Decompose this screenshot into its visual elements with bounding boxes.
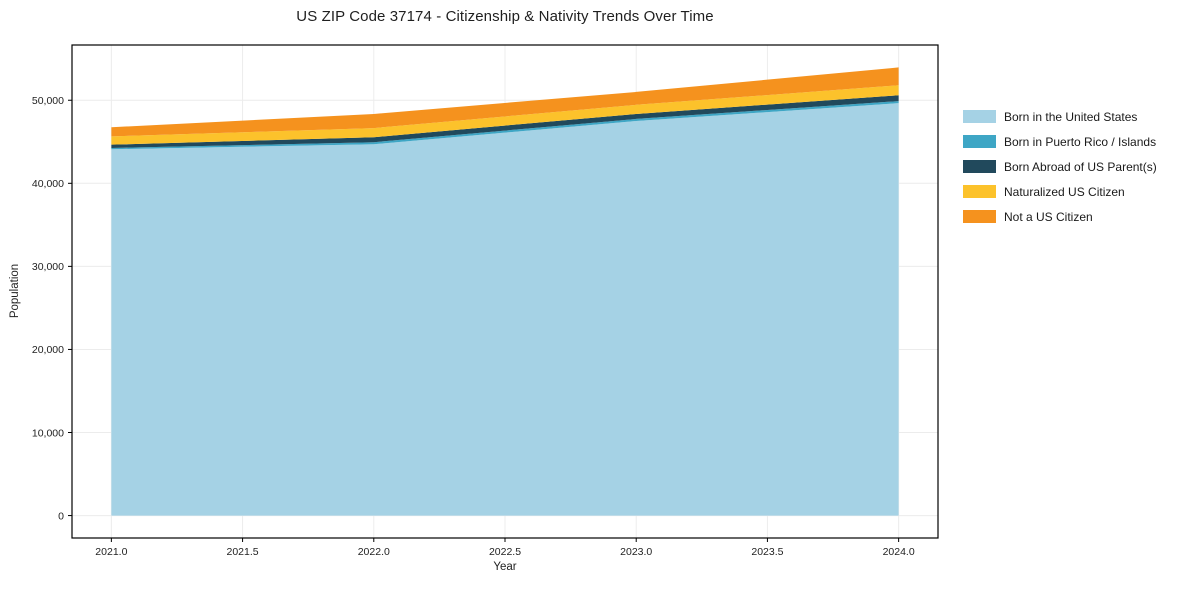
- y-tick-label: 30,000: [32, 261, 64, 273]
- y-tick-label: 20,000: [32, 344, 64, 356]
- x-axis-label: Year: [493, 561, 517, 573]
- legend: Born in the United States Born in Puerto …: [963, 110, 1157, 235]
- legend-swatch-icon: [963, 160, 996, 173]
- x-tick-label: 2023.0: [620, 546, 652, 558]
- legend-label: Not a US Citizen: [1004, 209, 1093, 224]
- legend-label: Born Abroad of US Parent(s): [1004, 159, 1157, 174]
- y-tick-label: 50,000: [32, 95, 64, 107]
- x-tick-label: 2021.0: [95, 546, 127, 558]
- area-not-a-us-citizen: [111, 67, 899, 137]
- y-axis-label: Population: [9, 263, 21, 319]
- y-tick-label: 40,000: [32, 178, 64, 190]
- legend-item-born-in-the-united-states: Born in the United States: [963, 109, 1157, 124]
- x-tick-label: 2023.5: [751, 546, 783, 558]
- chart-title: US ZIP Code 37174 - Citizenship & Nativi…: [296, 8, 714, 25]
- legend-item-born-in-puerto-rico-islands: Born in Puerto Rico / Islands: [963, 134, 1157, 149]
- legend-label: Born in Puerto Rico / Islands: [1004, 134, 1157, 149]
- y-tick-label: 10,000: [32, 427, 64, 439]
- legend-swatch-icon: [963, 135, 996, 148]
- x-tick-label: 2021.5: [227, 546, 259, 558]
- y-tick-label: 0: [58, 510, 64, 522]
- legend-label: Naturalized US Citizen: [1004, 184, 1125, 199]
- legend-label: Born in the United States: [1004, 109, 1138, 124]
- legend-swatch-icon: [963, 185, 996, 198]
- legend-swatch-icon: [963, 110, 996, 123]
- area-naturalized-us-citizen: [111, 85, 899, 145]
- legend-item-born-abroad-of-us-parent-s: Born Abroad of US Parent(s): [963, 159, 1157, 174]
- legend-item-naturalized-us-citizen: Naturalized US Citizen: [963, 184, 1157, 199]
- legend-item-not-a-us-citizen: Not a US Citizen: [963, 209, 1157, 224]
- x-tick-label: 2022.0: [358, 546, 390, 558]
- area-born-in-the-united-states: [111, 103, 899, 516]
- x-tick-label: 2022.5: [489, 546, 521, 558]
- area-born-abroad-of-us-parent-s: [111, 95, 899, 149]
- legend-swatch-icon: [963, 210, 996, 223]
- x-tick-label: 2024.0: [883, 546, 915, 558]
